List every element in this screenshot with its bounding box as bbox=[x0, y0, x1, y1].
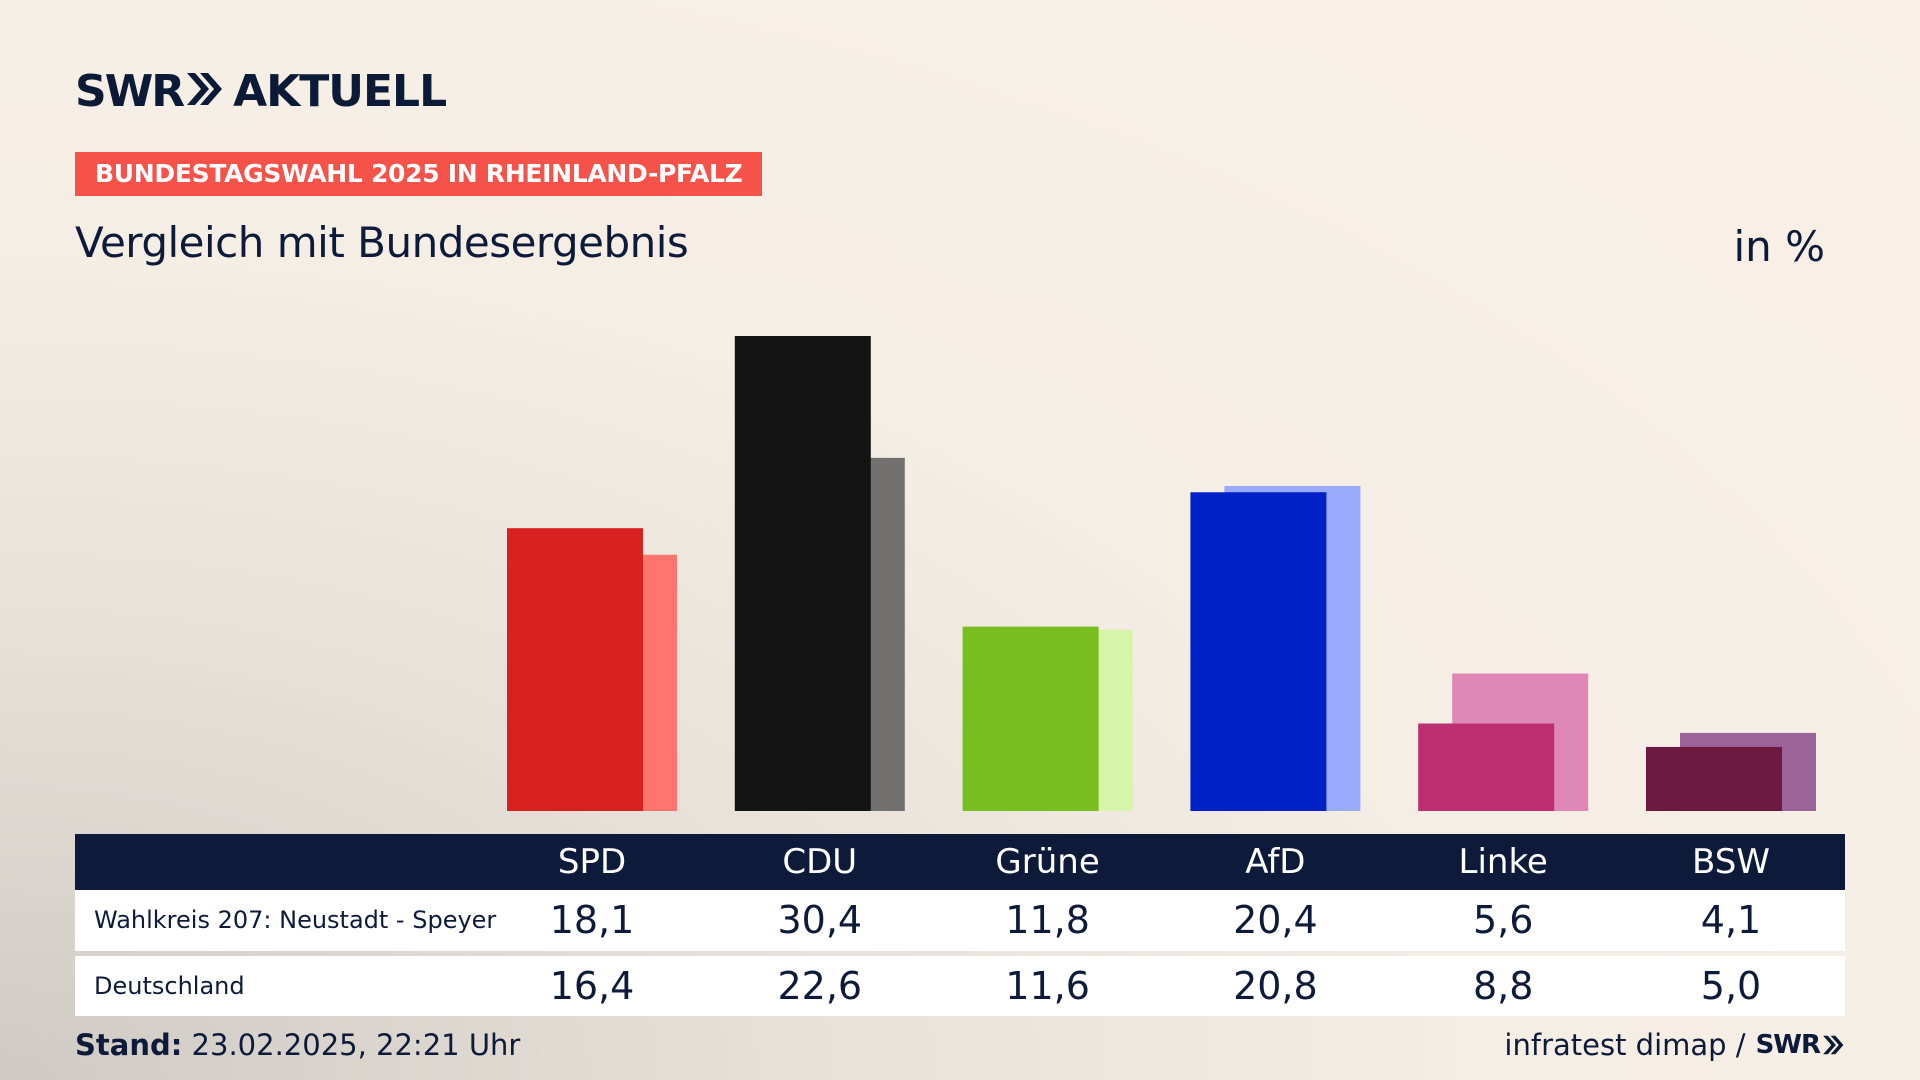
column-header-spd: SPD bbox=[557, 842, 627, 882]
table-row-wahlkreis: Wahlkreis 207: Neustadt - Speyer 18,1 30,… bbox=[75, 890, 1845, 951]
timestamp: Stand: 23.02.2025, 22:21 Uhr bbox=[75, 1028, 520, 1062]
swr-aktuell-logo: SWR AKTUELL bbox=[75, 65, 447, 117]
bar-spd-wahlkreis bbox=[507, 528, 643, 811]
bar-cdu-wahlkreis bbox=[734, 336, 871, 811]
bar-afd-wahlkreis bbox=[1190, 492, 1327, 811]
column-header-linke: Linke bbox=[1458, 842, 1548, 882]
election-banner: BUNDESTAGSWAHL 2025 IN RHEINLAND-PFALZ bbox=[75, 152, 763, 196]
row-label-deutschland: Deutschland bbox=[94, 972, 245, 1000]
bar-grüne-wahlkreis bbox=[962, 626, 1099, 811]
logo-aktuell-text: AKTUELL bbox=[233, 65, 447, 117]
bar-linke-wahlkreis bbox=[1418, 723, 1555, 811]
table-header: SPD CDU Grüne AfD Linke BSW bbox=[75, 834, 1845, 890]
value-cdu-deutschland: 22,6 bbox=[777, 964, 863, 1008]
value-grüne-wahlkreis: 11,8 bbox=[1005, 898, 1090, 942]
timestamp-value: 23.02.2025, 22:21 Uhr bbox=[191, 1028, 521, 1062]
row-label-wahlkreis: Wahlkreis 207: Neustadt - Speyer bbox=[94, 906, 497, 934]
value-cdu-wahlkreis: 30,4 bbox=[777, 898, 863, 942]
value-bsw-wahlkreis: 4,1 bbox=[1700, 898, 1762, 942]
column-header-bsw: BSW bbox=[1692, 842, 1770, 882]
unit-label: in % bbox=[1733, 222, 1825, 271]
value-spd-deutschland: 16,4 bbox=[549, 964, 635, 1008]
source-credit: infratest dimap / SWR bbox=[1504, 1028, 1844, 1062]
column-header-cdu: CDU bbox=[782, 842, 858, 882]
swr-small-logo-text: SWR bbox=[1755, 1030, 1821, 1060]
column-header-afd: AfD bbox=[1245, 842, 1306, 882]
chevron-double-right-icon bbox=[1823, 1035, 1844, 1055]
value-bsw-deutschland: 5,0 bbox=[1700, 964, 1762, 1008]
timestamp-label: Stand: bbox=[75, 1028, 183, 1062]
table-row-deutschland: Deutschland 16,4 22,6 11,6 20,8 8,8 5,0 bbox=[75, 956, 1845, 1016]
chart-subtitle: Vergleich mit Bundesergebnis bbox=[75, 218, 689, 267]
value-grüne-deutschland: 11,6 bbox=[1005, 964, 1090, 1008]
value-linke-deutschland: 8,8 bbox=[1472, 964, 1534, 1008]
logo-swr-text: SWR bbox=[75, 65, 185, 117]
results-table: SPD CDU Grüne AfD Linke BSW Wahlkreis 207: Ne… bbox=[75, 834, 1845, 1016]
value-linke-wahlkreis: 5,6 bbox=[1472, 898, 1534, 942]
value-afd-wahlkreis: 20,4 bbox=[1233, 898, 1318, 942]
column-header-grüne: Grüne bbox=[995, 842, 1100, 882]
bar-bsw-wahlkreis bbox=[1646, 746, 1782, 811]
value-spd-wahlkreis: 18,1 bbox=[549, 898, 635, 942]
value-afd-deutschland: 20,8 bbox=[1233, 964, 1318, 1008]
bar-chart bbox=[507, 336, 1816, 811]
swr-small-logo: SWR bbox=[1756, 1030, 1844, 1060]
source-text: infratest dimap / bbox=[1504, 1028, 1746, 1062]
chevron-double-right-icon bbox=[185, 71, 223, 111]
